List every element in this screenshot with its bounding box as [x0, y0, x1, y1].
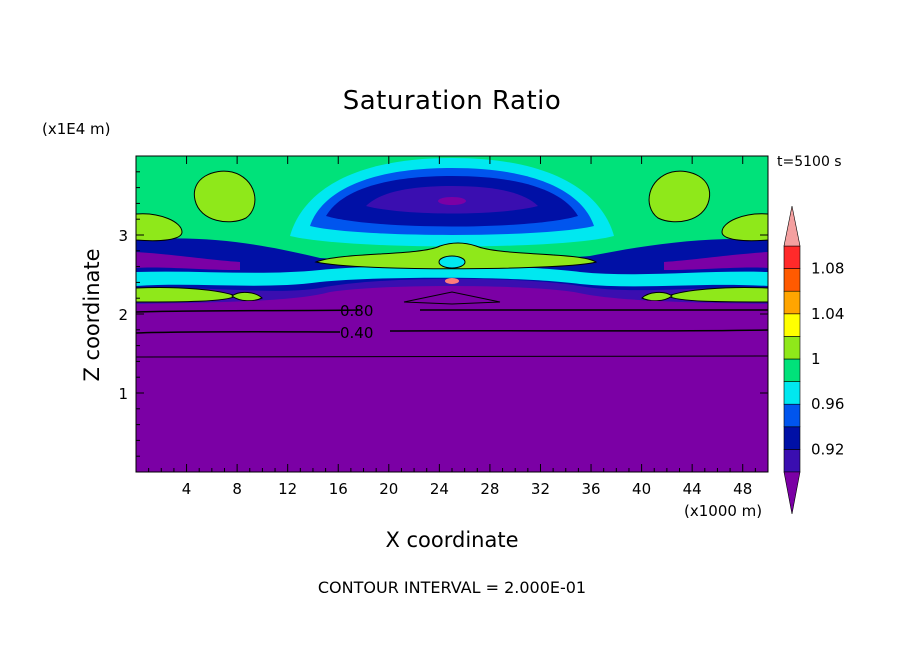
colorbar-box [783, 426, 801, 450]
field-dome-minimum [438, 197, 466, 205]
x-axis-unit: (x1000 m) [684, 502, 763, 520]
colorbar-label: 0.96 [811, 395, 844, 413]
chart-title: Saturation Ratio [342, 86, 562, 116]
field-moist-edge-left [136, 213, 183, 242]
contour-line-080 [136, 308, 768, 313]
time-label: t=5100 s [777, 154, 842, 170]
field-strip-left-2 [231, 291, 263, 302]
colorbar-box [783, 449, 801, 473]
x-tick-label: 44 [683, 480, 702, 498]
contour-line-040 [136, 329, 768, 334]
x-axis-label-text: X coordinate [385, 528, 519, 552]
contour-label-080: 0.80 [340, 302, 373, 320]
field-band-098 [136, 265, 768, 287]
field-moist-edge-right [721, 213, 768, 242]
colorbar-box [783, 381, 801, 405]
colorbar-label: 1.08 [811, 260, 844, 278]
colorbar-box [783, 358, 801, 382]
colorbar-box [783, 290, 801, 315]
y-tick-label: 1 [118, 385, 128, 403]
x-tick-label: 16 [329, 480, 348, 498]
colorbar: 0.92 0.96 1 1.04 1.08 [783, 205, 844, 515]
colorbar-box [783, 245, 801, 269]
x-tick-label: 28 [480, 480, 499, 498]
colorbar-under-arrow [783, 471, 801, 515]
y-tick-label: 2 [118, 306, 128, 324]
x-tick-label: 8 [232, 480, 242, 498]
contour-label-040: 0.40 [340, 324, 373, 342]
y-axis-unit: (x1E4 m) [42, 120, 111, 138]
y-axis-ticks: 1 2 3 [118, 171, 768, 457]
y-tick-label: 3 [118, 227, 128, 245]
x-tick-label: 20 [379, 480, 398, 498]
x-axis-label: X coordinate [0, 528, 904, 552]
x-axis-ticks: 4 8 12 16 20 24 28 32 36 40 44 48 [148, 156, 756, 498]
x-tick-label: 24 [430, 480, 449, 498]
field-peak-contour [403, 291, 501, 305]
field-streak-left [136, 252, 240, 270]
field-layers [136, 156, 768, 472]
colorbar-box [783, 336, 801, 360]
colorbar-box [783, 268, 801, 292]
x-tick-label: 36 [581, 480, 600, 498]
x-tick-label: 40 [632, 480, 651, 498]
x-tick-label: 12 [278, 480, 297, 498]
x-tick-label: 32 [531, 480, 550, 498]
x-tick-label: 48 [733, 480, 752, 498]
colorbar-box [783, 313, 801, 337]
colorbar-over-arrow [783, 205, 801, 247]
field-moist-left [193, 170, 256, 223]
field-lower-boundary [136, 286, 768, 312]
colorbar-label: 1 [811, 350, 821, 368]
field-cyan-pocket [438, 255, 466, 269]
field-moist-right [648, 170, 711, 223]
colorbar-box [783, 403, 801, 428]
colorbar-label: 0.92 [811, 440, 844, 458]
contour-interval: CONTOUR INTERVAL = 2.000E-01 [317, 578, 587, 597]
field-streak-right [664, 252, 768, 270]
field-strip-right-2 [641, 291, 673, 302]
colorbar-label: 1.04 [811, 305, 844, 323]
field-supersat-spot [445, 278, 459, 284]
x-tick-label: 4 [182, 480, 192, 498]
contour-line-lower [136, 355, 768, 358]
